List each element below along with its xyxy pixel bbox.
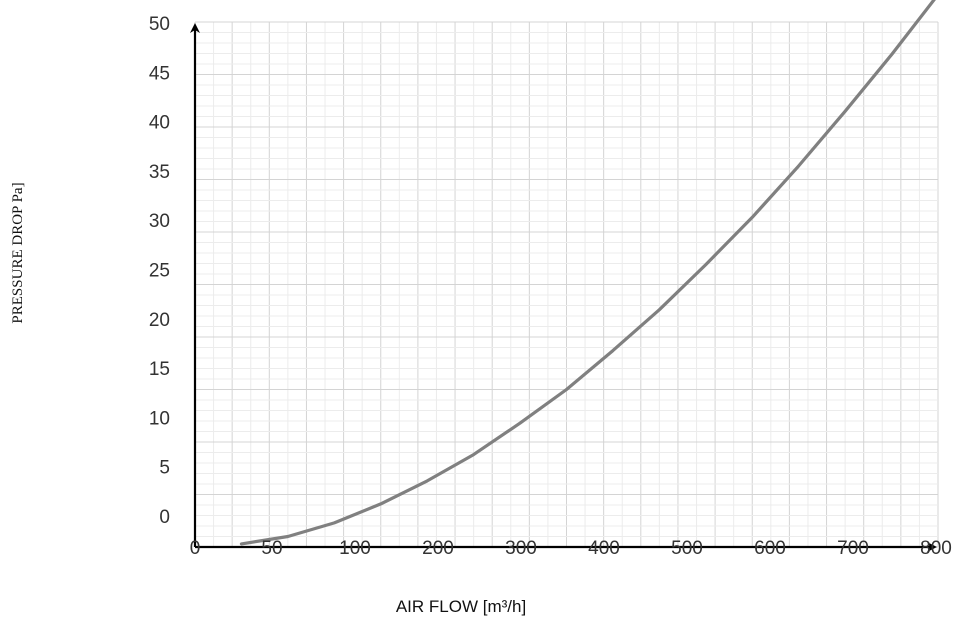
- x-tick-label: 800: [920, 538, 952, 559]
- x-tick-label: 50: [261, 538, 282, 559]
- x-tick-label: 200: [422, 538, 454, 559]
- y-tick-label: 5: [159, 458, 170, 479]
- series-layer: [239, 0, 936, 546]
- y-tick-label: 50: [149, 14, 170, 35]
- x-tick-label: 0: [190, 538, 201, 559]
- y-tick-label: 15: [149, 359, 170, 380]
- axes: [190, 23, 937, 552]
- series-line: [239, 0, 936, 546]
- y-tick-label: 20: [149, 310, 170, 331]
- y-tick-label: 35: [149, 162, 170, 183]
- y-axis-title: PRESSURE DROP Pa]: [10, 182, 26, 323]
- y-tick-label: 30: [149, 211, 170, 232]
- y-tick-label: 40: [149, 113, 170, 134]
- y-tick-label: 25: [149, 261, 170, 282]
- x-tick-label: 600: [754, 538, 786, 559]
- x-tick-label: 100: [339, 538, 371, 559]
- x-tick-label: 500: [671, 538, 703, 559]
- x-tick-label: 300: [505, 538, 537, 559]
- x-tick-label: 400: [588, 538, 620, 559]
- y-tick-label: 45: [149, 63, 170, 84]
- grid: [194, 21, 939, 548]
- x-tick-label: 700: [837, 538, 869, 559]
- y-tick-label: 0: [159, 507, 170, 528]
- x-axis-title: AIR FLOW [m³/h]: [396, 597, 526, 616]
- y-tick-label: 10: [149, 408, 170, 429]
